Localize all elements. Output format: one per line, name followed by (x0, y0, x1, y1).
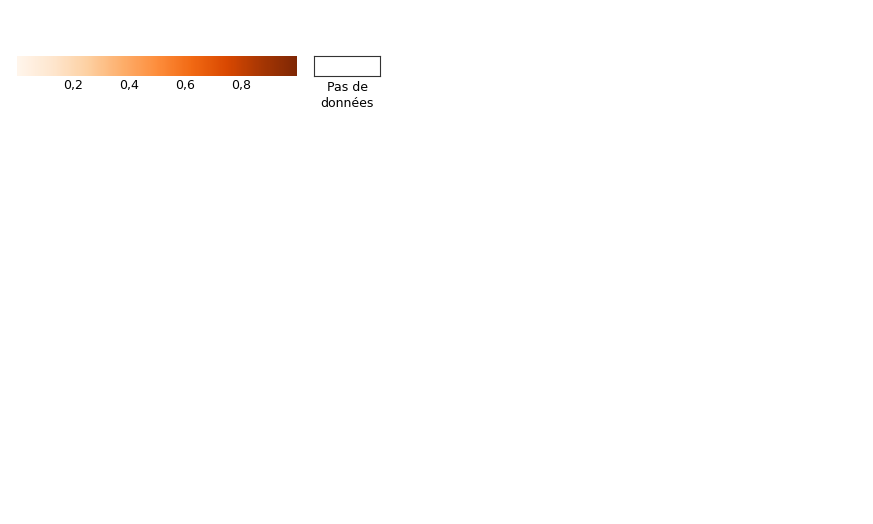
Text: Pas de
données: Pas de données (320, 81, 374, 110)
